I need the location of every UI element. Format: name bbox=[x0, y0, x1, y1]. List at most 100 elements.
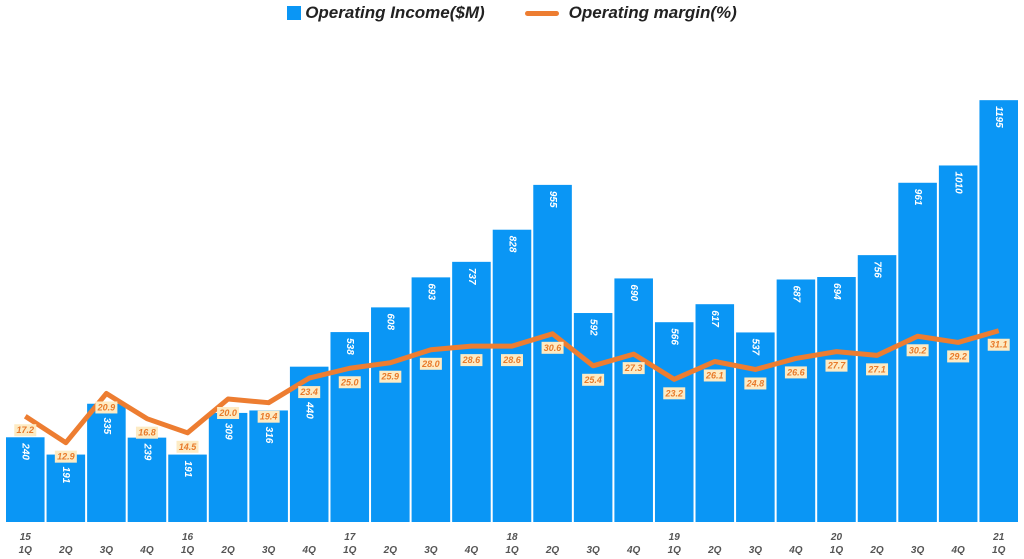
x-tick-label: 4Q bbox=[139, 545, 154, 556]
bar-value-label: 537 bbox=[750, 338, 761, 355]
bar-value-label: 955 bbox=[547, 191, 558, 208]
x-year-label: 15 bbox=[20, 532, 32, 543]
bar-value-label: 239 bbox=[141, 443, 152, 461]
x-tick-label: 2Q bbox=[545, 545, 560, 556]
x-year-label: 17 bbox=[344, 532, 356, 543]
margin-value-label: 19.4 bbox=[260, 412, 278, 422]
margin-label-bg bbox=[582, 373, 605, 386]
bar-value-label: 694 bbox=[831, 283, 842, 300]
margin-label-bg bbox=[987, 338, 1010, 351]
bar-value-label: 693 bbox=[425, 283, 436, 300]
margin-value-label: 23.4 bbox=[299, 387, 318, 397]
margin-label-bg bbox=[257, 410, 280, 423]
margin-label-bg bbox=[501, 354, 523, 367]
margin-label-bg bbox=[338, 376, 361, 389]
margin-value-label: 20.0 bbox=[218, 408, 237, 418]
bar-value-label: 737 bbox=[466, 268, 477, 285]
margin-value-label: 14.5 bbox=[179, 442, 198, 452]
x-tick-label: 1Q bbox=[830, 545, 844, 556]
margin-value-label: 25.9 bbox=[381, 372, 400, 382]
bar bbox=[776, 279, 816, 522]
margin-value-label: 27.3 bbox=[624, 363, 643, 373]
x-tick-label: 1Q bbox=[181, 545, 195, 556]
x-tick-label: 3Q bbox=[749, 545, 763, 556]
bar-value-label: 592 bbox=[587, 319, 598, 336]
bar bbox=[614, 278, 653, 522]
margin-label-bg bbox=[744, 377, 767, 390]
bar bbox=[573, 313, 613, 522]
margin-label-bg bbox=[379, 370, 402, 383]
x-tick-label: 4Q bbox=[302, 545, 317, 556]
margin-label-bg bbox=[298, 386, 321, 399]
margin-label-bg bbox=[95, 401, 118, 414]
x-tick-label: 1Q bbox=[992, 545, 1006, 556]
legend-label: Operating margin(%) bbox=[568, 3, 737, 22]
bar bbox=[330, 332, 370, 522]
margin-label-bg bbox=[703, 369, 726, 382]
x-tick-label: 3Q bbox=[262, 545, 276, 556]
x-tick-label: 1Q bbox=[343, 545, 357, 556]
margin-label-bg bbox=[784, 366, 807, 379]
bar-value-label: 335 bbox=[101, 417, 112, 434]
x-tick-label: 3Q bbox=[586, 545, 600, 556]
bar-value-label: 608 bbox=[385, 313, 396, 330]
legend-item-margin: Operating margin(%) bbox=[524, 3, 737, 23]
margin-label-bg bbox=[460, 354, 483, 367]
bar-value-label: 690 bbox=[628, 284, 639, 301]
margin-label-bg bbox=[135, 426, 158, 439]
margin-line bbox=[23, 328, 1000, 446]
bar-value-label: 316 bbox=[263, 427, 274, 444]
x-tick-label: 2Q bbox=[220, 545, 235, 556]
bar-value-label: 538 bbox=[344, 338, 355, 355]
bar bbox=[857, 255, 897, 522]
margin-value-label: 30.6 bbox=[544, 343, 563, 353]
bar bbox=[736, 332, 775, 522]
margin-label-bg bbox=[663, 387, 686, 400]
margin-label-bg bbox=[866, 363, 889, 376]
x-tick-label: 1Q bbox=[668, 545, 682, 556]
bar-value-label: 566 bbox=[669, 328, 680, 345]
x-tick-label: 2Q bbox=[869, 545, 884, 556]
margin-label-bg bbox=[419, 357, 442, 370]
x-year-label: 18 bbox=[506, 532, 518, 543]
x-tick-label: 1Q bbox=[505, 545, 519, 556]
bar bbox=[492, 229, 532, 522]
bar bbox=[127, 437, 167, 522]
margin-value-label: 29.2 bbox=[948, 351, 967, 361]
bar-value-label: 756 bbox=[871, 261, 882, 278]
bar bbox=[46, 454, 86, 522]
bar-value-label: 240 bbox=[20, 442, 31, 460]
bar bbox=[452, 261, 491, 522]
bar-value-label: 191 bbox=[182, 461, 193, 478]
margin-value-label: 23.2 bbox=[664, 388, 683, 398]
margin-value-label: 25.0 bbox=[340, 377, 359, 387]
x-tick-label: 3Q bbox=[424, 545, 438, 556]
margin-value-label: 24.8 bbox=[746, 378, 765, 388]
bar bbox=[6, 437, 45, 522]
bar-value-label: 961 bbox=[912, 189, 923, 206]
bar-value-label: 617 bbox=[709, 310, 720, 327]
legend-swatch-bar bbox=[287, 6, 302, 20]
margin-label-bg bbox=[176, 440, 199, 453]
bar bbox=[979, 100, 1018, 522]
x-tick-label: 4Q bbox=[464, 545, 479, 556]
bar bbox=[208, 412, 248, 522]
x-year-label: 16 bbox=[182, 532, 194, 543]
margin-value-label: 12.9 bbox=[57, 452, 75, 462]
margin-label-bg bbox=[541, 341, 564, 354]
bar bbox=[654, 322, 694, 522]
margin-label-bg bbox=[14, 424, 37, 437]
margin-value-label: 31.1 bbox=[990, 340, 1008, 350]
x-tick-label: 2Q bbox=[58, 545, 73, 556]
bar-value-label: 828 bbox=[506, 236, 517, 253]
bar-value-label: 191 bbox=[60, 467, 71, 484]
legend: Operating Income($M) Operating margin(%) bbox=[0, 3, 1024, 23]
x-tick-label: 1Q bbox=[19, 545, 33, 556]
x-tick-label: 4Q bbox=[788, 545, 803, 556]
margin-value-label: 25.4 bbox=[583, 375, 602, 385]
x-year-label: 19 bbox=[669, 532, 681, 543]
margin-value-label: 20.9 bbox=[97, 402, 116, 412]
x-tick-label: 2Q bbox=[707, 545, 722, 556]
margin-value-label: 28.6 bbox=[462, 355, 482, 365]
